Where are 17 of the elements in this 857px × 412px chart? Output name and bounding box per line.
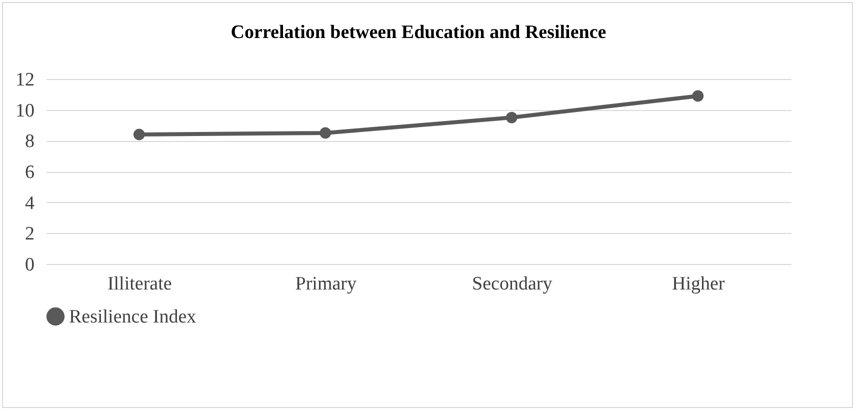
point — [692, 90, 704, 102]
y-tick-label: 2 — [25, 224, 34, 245]
chart-title: Correlation between Education and Resilience — [230, 22, 606, 43]
y-tick-label: 0 — [25, 254, 34, 276]
legend-label: Resilience Index — [69, 306, 197, 328]
y-tick-label: 6 — [25, 162, 34, 183]
point — [506, 112, 518, 124]
x-tick-label: Higher — [672, 274, 726, 294]
x-tick-label: Secondary — [472, 274, 553, 294]
y-tick-label: 4 — [25, 192, 35, 214]
y-tick-label: 10 — [16, 100, 34, 122]
x-tick-label: Illiterate — [107, 274, 172, 294]
y-tick-label: 12 — [16, 70, 34, 90]
point — [133, 128, 145, 140]
point — [320, 127, 332, 139]
y-tick-label: 8 — [25, 131, 34, 152]
x-tick-label: Primary — [295, 274, 357, 294]
